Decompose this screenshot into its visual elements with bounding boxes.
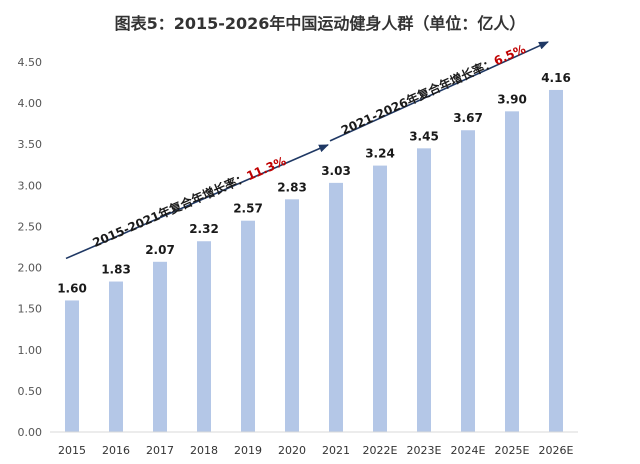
bar: [329, 182, 343, 432]
y-tick-label: 0.00: [18, 426, 43, 439]
data-label: 2.57: [233, 202, 263, 216]
data-label: 2.07: [145, 243, 175, 257]
bar: [461, 130, 475, 432]
bar: [241, 220, 255, 432]
data-label: 2.83: [277, 180, 307, 194]
x-tick-label: 2019: [234, 444, 262, 457]
bar: [65, 300, 79, 432]
x-tick-label: 2018: [190, 444, 218, 457]
y-tick-label: 4.50: [18, 56, 43, 69]
y-tick-label: 3.50: [18, 138, 43, 151]
bar: [153, 261, 167, 432]
chart-title: 图表5：2015-2026年中国运动健身人群（单位：亿人）: [114, 14, 526, 33]
x-tick-label: 2015: [58, 444, 86, 457]
annotations: 2015-2021年复合年增长率：11.3% 2021-2026年复合年增长率：6…: [65, 41, 549, 260]
y-tick-label: 4.00: [18, 97, 43, 110]
growth-annotation: 2021-2026年复合年增长率：6.5%: [338, 41, 527, 138]
data-label: 3.03: [321, 164, 351, 178]
data-label: 3.90: [497, 92, 527, 106]
growth-arrow: [65, 144, 329, 260]
bars: [65, 89, 563, 433]
y-tick-label: 2.50: [18, 220, 43, 233]
y-tick-label: 1.00: [18, 344, 43, 357]
data-label: 3.45: [409, 129, 439, 143]
data-label: 1.60: [57, 281, 87, 295]
data-label: 1.83: [101, 263, 131, 277]
growth-arrow: [329, 41, 549, 142]
bar: [109, 281, 123, 432]
bar: [197, 241, 211, 432]
x-tick-label: 2020: [278, 444, 306, 457]
x-tick-label: 2026E: [539, 444, 574, 457]
x-tick-label: 2025E: [495, 444, 530, 457]
y-tick-label: 3.00: [18, 179, 43, 192]
data-label: 3.67: [453, 111, 483, 125]
x-tick-label: 2023E: [407, 444, 442, 457]
data-label: 3.24: [365, 147, 395, 161]
growth-annotation-rate: 11.3%: [244, 154, 288, 183]
x-tick-label: 2024E: [451, 444, 486, 457]
y-tick-label: 1.50: [18, 303, 43, 316]
growth-annotation-rate: 6.5%: [492, 42, 528, 68]
bar: [285, 199, 299, 432]
x-tick-label: 2021: [322, 444, 350, 457]
bar: [373, 165, 387, 432]
x-tick-label: 2017: [146, 444, 174, 457]
bar: [505, 111, 519, 432]
y-axis: 0.00 0.50 1.00 1.50 2.00 2.50 3.00 3.50 4.00 4.50: [18, 56, 43, 439]
x-axis: 2015 2016 2017 2018 2019 2020 2021 2022E 2023E 20…: [58, 444, 574, 457]
data-labels: 1.60 1.83 2.07 2.32 2.57 2.83 3.03 3.24 3.45 3.67…: [57, 71, 571, 295]
y-tick-label: 2.00: [18, 262, 43, 275]
bar: [549, 89, 563, 432]
bar: [417, 148, 431, 433]
y-tick-label: 0.50: [18, 385, 43, 398]
data-label: 4.16: [541, 71, 571, 85]
growth-annotation-label: 2015-2021年复合年增长率：: [90, 170, 250, 251]
x-tick-label: 2016: [102, 444, 130, 457]
data-label: 2.32: [189, 222, 219, 236]
x-tick-label: 2022E: [363, 444, 398, 457]
